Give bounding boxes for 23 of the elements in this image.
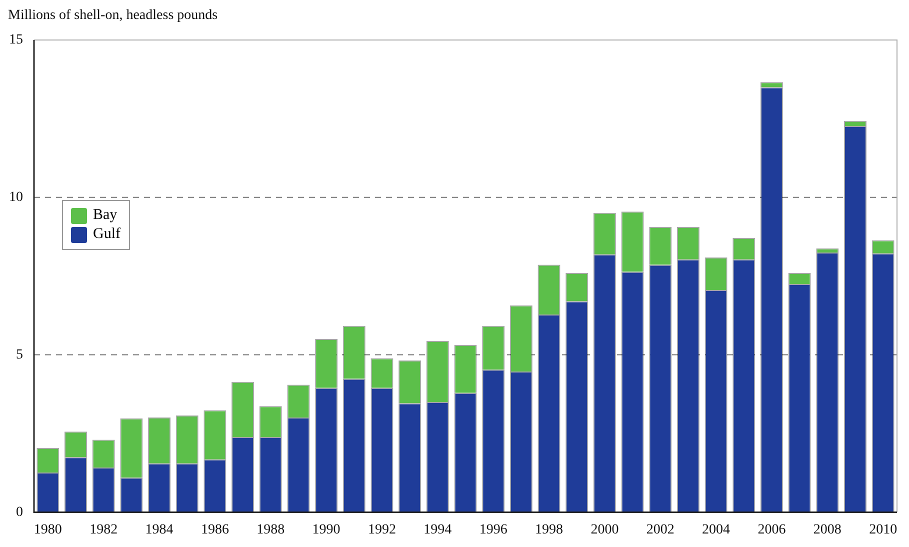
legend-label: Bay	[93, 207, 118, 224]
x-tick-label: 1988	[256, 522, 285, 538]
x-tick-label: 1994	[424, 522, 452, 538]
x-tick-label: 2002	[646, 522, 674, 538]
x-tick-label: 1998	[535, 522, 564, 538]
x-tick-label: 2008	[813, 522, 842, 538]
legend-label: Gulf	[93, 226, 120, 243]
y-tick-label: 10	[9, 190, 23, 206]
x-tick-label: 2006	[758, 522, 786, 538]
y-tick-label: 5	[16, 347, 23, 362]
y-tick-label: 15	[9, 32, 23, 48]
x-tick-label: 1980	[34, 522, 62, 538]
x-tick-label: 1984	[145, 522, 174, 538]
x-tick-label: 1992	[368, 522, 396, 538]
x-tick-label: 2010	[869, 522, 898, 538]
x-tick-label: 1986	[200, 522, 229, 538]
y-tick-label: 0	[16, 504, 23, 520]
x-tick-label: 1990	[312, 522, 340, 538]
x-tick-label: 2000	[590, 522, 619, 538]
x-tick-label: 2004	[702, 522, 730, 538]
x-tick-label: 1996	[479, 522, 508, 538]
y-axis-title: Millions of shell-on, headless pounds	[8, 8, 218, 24]
x-tick-label: 1982	[90, 522, 118, 538]
